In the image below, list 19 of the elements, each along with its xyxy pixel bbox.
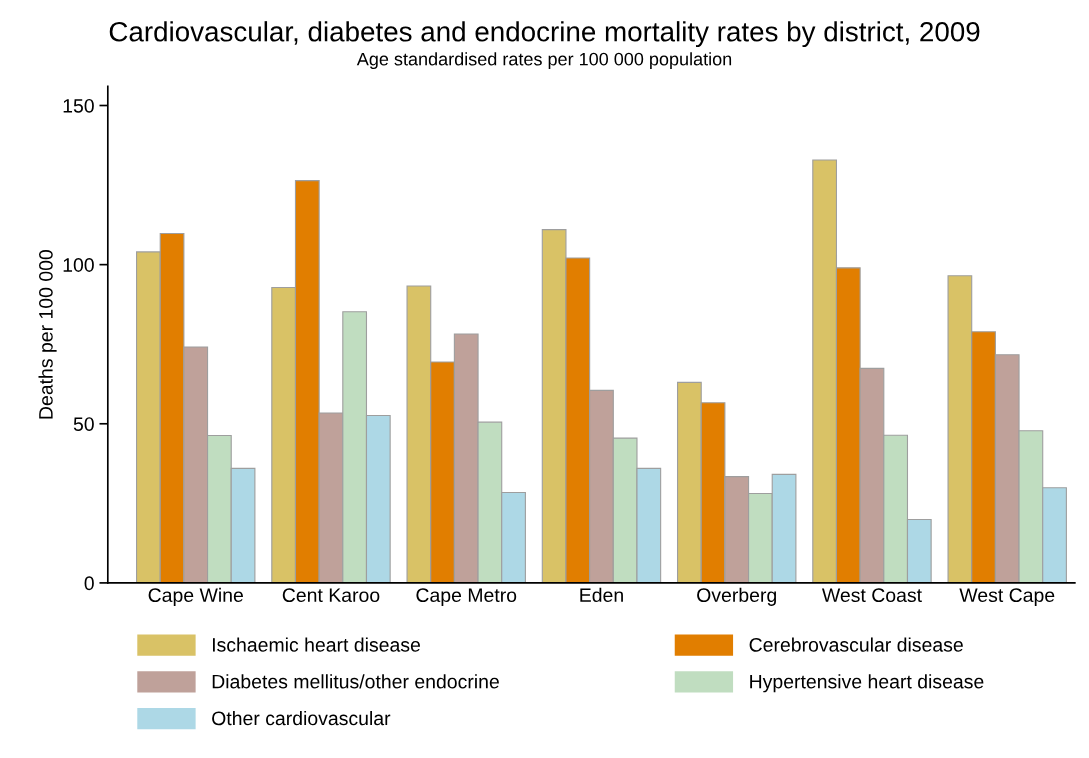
chart-title: Cardiovascular, diabetes and endocrine mortality rates by district, 2009 [109,21,980,48]
legend-label: Cerebrovascular disease [749,637,963,652]
legend-label: Diabetes mellitus/other endocrine [212,674,499,689]
x-tick-label: West Cape [959,588,1055,606]
y-tick-label: 50 [73,417,94,432]
x-tick-label: Cape Wine [148,587,243,606]
y-axis-title: Deaths per 100 000 [38,250,57,419]
x-tick-label: Cape Metro [416,588,517,606]
x-tick-label: Overberg [697,587,776,606]
legend-label: Other cardiovascular [212,710,391,726]
legend-label: Ischaemic heart disease [212,637,420,652]
y-tick-label: 0 [84,576,94,591]
y-tick-label: 150 [63,98,94,113]
x-tick-label: West Coast [821,588,922,603]
legend-label: Hypertensive heart disease [750,674,984,693]
x-tick-label: Cent Karoo [282,588,380,603]
y-tick-label: 100 [63,258,94,272]
chart-subtitle: Age standardised rates per 100 000 population [356,52,732,70]
x-tick-label: Eden [580,587,623,603]
